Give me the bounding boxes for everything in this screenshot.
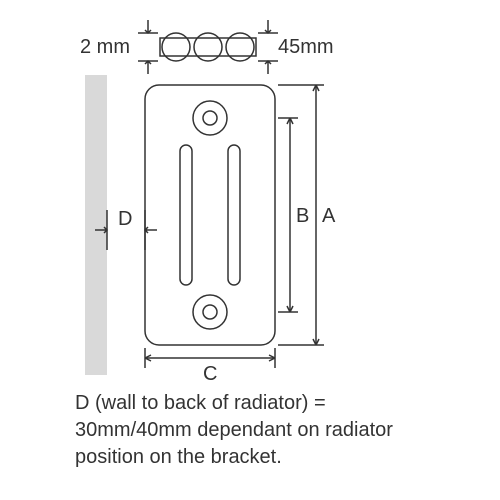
top-gap-dim (138, 20, 158, 74)
label-D: D (118, 208, 132, 230)
top-height-dim (258, 20, 278, 74)
caption-text: D (wall to back of radiator) = 30mm/40mm… (75, 390, 425, 471)
top-height-label: 45mm (278, 36, 334, 58)
label-B: B (296, 205, 309, 227)
top-gap-label: 2 mm (80, 36, 130, 58)
dim-B (278, 118, 298, 312)
wall (85, 75, 107, 375)
top-section-block (160, 33, 256, 61)
label-A: A (322, 205, 336, 227)
label-C: C (203, 363, 217, 385)
radiator-body (145, 85, 275, 345)
